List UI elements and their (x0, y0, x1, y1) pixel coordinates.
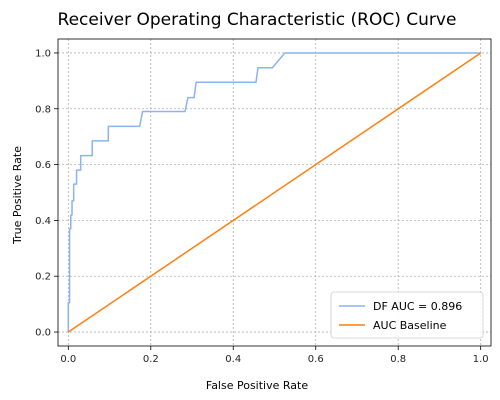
x-axis-label: False Positive Rate (206, 379, 308, 392)
y-tick-label: 1.0 (35, 48, 51, 59)
grid-lines (58, 39, 491, 346)
y-tick-label: 0.4 (35, 216, 51, 227)
y-tick-label: 0.6 (35, 160, 51, 171)
y-tick-label: 0.2 (35, 272, 51, 283)
y-tick-label: 0.8 (35, 104, 51, 115)
x-tick-label: 0.8 (390, 354, 406, 365)
axis-ticks: 0.0 0.2 0.4 0.6 0.8 1.0 0.0 0.2 0.4 0.6 0.8 1.0 (35, 48, 489, 365)
x-tick-label: 0.4 (225, 354, 241, 365)
legend-box (330, 291, 484, 339)
legend-label-0: DF AUC = 0.896 (373, 300, 462, 313)
x-tick-label: 1.0 (473, 354, 489, 365)
series-lines (67, 52, 482, 333)
series-line-0 (67, 52, 481, 333)
x-tick-label: 0.2 (143, 354, 159, 365)
chart-title: Receiver Operating Characteristic (ROC) … (58, 10, 457, 30)
series-line-1 (67, 52, 482, 333)
legend: DF AUC = 0.896 AUC Baseline (330, 291, 484, 339)
x-tick-label: 0.0 (60, 354, 76, 365)
y-tick-label: 0.0 (35, 328, 51, 339)
legend-label-1: AUC Baseline (373, 319, 447, 332)
plot-frame (57, 38, 492, 347)
x-tick-label: 0.6 (308, 354, 324, 365)
y-axis-label: True Positive Rate (11, 146, 24, 245)
